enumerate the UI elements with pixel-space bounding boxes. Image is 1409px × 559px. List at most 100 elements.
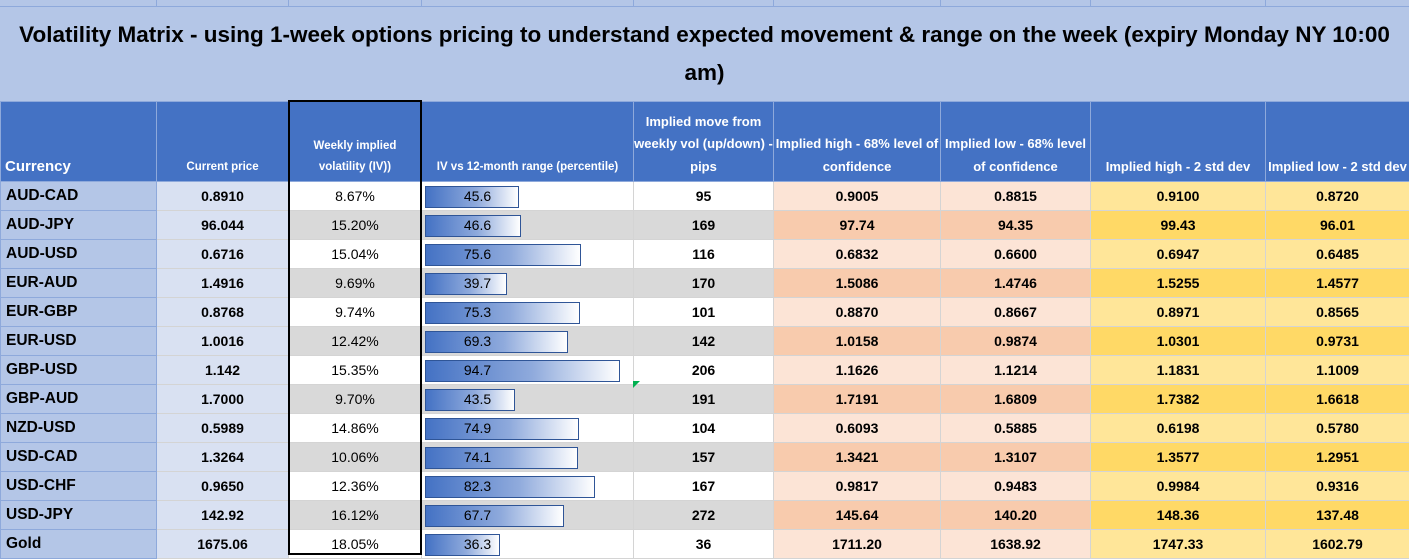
cell-iv-range[interactable]: 46.6 <box>422 211 634 240</box>
cell-implied-low-2sd[interactable]: 1.6618 <box>1266 385 1409 414</box>
cell-currency[interactable]: AUD-JPY <box>1 211 157 240</box>
cell-weekly-iv[interactable]: 10.06% <box>289 443 422 472</box>
cell-implied-high-2sd[interactable]: 0.9100 <box>1091 182 1266 211</box>
cell-implied-low-2sd[interactable]: 1.2951 <box>1266 443 1409 472</box>
cell-implied-low-68[interactable]: 1.6809 <box>941 385 1091 414</box>
cell-currency[interactable]: EUR-GBP <box>1 298 157 327</box>
cell-currency[interactable]: Gold <box>1 530 157 559</box>
cell-implied-low-68[interactable]: 94.35 <box>941 211 1091 240</box>
cell-currency[interactable]: EUR-USD <box>1 327 157 356</box>
cell-iv-range[interactable]: 75.3 <box>422 298 634 327</box>
cell-current-price[interactable]: 1.0016 <box>157 327 289 356</box>
cell-implied-high-2sd[interactable]: 1.1831 <box>1091 356 1266 385</box>
cell-iv-range[interactable]: 74.9 <box>422 414 634 443</box>
cell-implied-high-68[interactable]: 0.6832 <box>774 240 941 269</box>
cell-current-price[interactable]: 1675.06 <box>157 530 289 559</box>
cell-implied-move[interactable]: 142 <box>634 327 774 356</box>
cell-iv-range[interactable]: 94.7 <box>422 356 634 385</box>
cell-implied-high-2sd[interactable]: 0.6947 <box>1091 240 1266 269</box>
cell-implied-high-68[interactable]: 1.5086 <box>774 269 941 298</box>
cell-implied-high-2sd[interactable]: 1.3577 <box>1091 443 1266 472</box>
cell-weekly-iv[interactable]: 15.20% <box>289 211 422 240</box>
cell-implied-low-2sd[interactable]: 0.9316 <box>1266 472 1409 501</box>
cell-current-price[interactable]: 96.044 <box>157 211 289 240</box>
cell-currency[interactable]: USD-CHF <box>1 472 157 501</box>
cell-weekly-iv[interactable]: 14.86% <box>289 414 422 443</box>
cell-implied-low-68[interactable]: 1638.92 <box>941 530 1091 559</box>
cell-implied-move[interactable]: 104 <box>634 414 774 443</box>
cell-currency[interactable]: USD-CAD <box>1 443 157 472</box>
cell-implied-move[interactable]: 157 <box>634 443 774 472</box>
cell-current-price[interactable]: 0.9650 <box>157 472 289 501</box>
cell-implied-move[interactable]: 95 <box>634 182 774 211</box>
cell-iv-range[interactable]: 39.7 <box>422 269 634 298</box>
cell-implied-high-68[interactable]: 145.64 <box>774 501 941 530</box>
cell-implied-high-68[interactable]: 0.8870 <box>774 298 941 327</box>
cell-implied-move[interactable]: 36 <box>634 530 774 559</box>
header-implied-high-68[interactable]: Implied high - 68% level of confidence <box>774 102 941 182</box>
cell-current-price[interactable]: 0.8768 <box>157 298 289 327</box>
cell-implied-low-2sd[interactable]: 0.5780 <box>1266 414 1409 443</box>
cell-implied-low-68[interactable]: 0.8667 <box>941 298 1091 327</box>
header-implied-low-68[interactable]: Implied low - 68% level of confidence <box>941 102 1091 182</box>
cell-currency[interactable]: AUD-CAD <box>1 182 157 211</box>
cell-current-price[interactable]: 0.6716 <box>157 240 289 269</box>
cell-implied-high-68[interactable]: 0.6093 <box>774 414 941 443</box>
cell-implied-low-68[interactable]: 0.9874 <box>941 327 1091 356</box>
cell-implied-move[interactable]: 272 <box>634 501 774 530</box>
cell-currency[interactable]: NZD-USD <box>1 414 157 443</box>
cell-implied-low-2sd[interactable]: 1602.79 <box>1266 530 1409 559</box>
cell-implied-high-68[interactable]: 0.9005 <box>774 182 941 211</box>
cell-weekly-iv[interactable]: 9.70% <box>289 385 422 414</box>
cell-iv-range[interactable]: 82.3 <box>422 472 634 501</box>
cell-implied-high-2sd[interactable]: 0.8971 <box>1091 298 1266 327</box>
cell-implied-high-2sd[interactable]: 0.6198 <box>1091 414 1266 443</box>
cell-implied-low-68[interactable]: 0.6600 <box>941 240 1091 269</box>
cell-implied-high-2sd[interactable]: 0.9984 <box>1091 472 1266 501</box>
cell-implied-low-2sd[interactable]: 137.48 <box>1266 501 1409 530</box>
cell-currency[interactable]: GBP-AUD <box>1 385 157 414</box>
header-implied-high-2sd[interactable]: Implied high - 2 std dev <box>1091 102 1266 182</box>
cell-implied-low-68[interactable]: 0.5885 <box>941 414 1091 443</box>
cell-weekly-iv[interactable]: 12.36% <box>289 472 422 501</box>
cell-implied-move[interactable]: 191 <box>634 385 774 414</box>
cell-currency[interactable]: AUD-USD <box>1 240 157 269</box>
header-current-price[interactable]: Current price <box>157 102 289 182</box>
cell-currency[interactable]: GBP-USD <box>1 356 157 385</box>
cell-implied-low-2sd[interactable]: 0.9731 <box>1266 327 1409 356</box>
cell-implied-low-68[interactable]: 1.4746 <box>941 269 1091 298</box>
cell-implied-high-2sd[interactable]: 1.5255 <box>1091 269 1266 298</box>
cell-implied-low-2sd[interactable]: 1.1009 <box>1266 356 1409 385</box>
cell-current-price[interactable]: 142.92 <box>157 501 289 530</box>
cell-implied-high-2sd[interactable]: 1.0301 <box>1091 327 1266 356</box>
cell-iv-range[interactable]: 69.3 <box>422 327 634 356</box>
cell-weekly-iv[interactable]: 8.67% <box>289 182 422 211</box>
header-iv-range[interactable]: IV vs 12-month range (percentile) <box>422 102 634 182</box>
cell-implied-move[interactable]: 116 <box>634 240 774 269</box>
header-implied-move[interactable]: Implied move from weekly vol (up/down) -… <box>634 102 774 182</box>
cell-iv-range[interactable]: 75.6 <box>422 240 634 269</box>
cell-implied-low-2sd[interactable]: 0.8565 <box>1266 298 1409 327</box>
cell-current-price[interactable]: 1.3264 <box>157 443 289 472</box>
cell-implied-high-68[interactable]: 1.7191 <box>774 385 941 414</box>
cell-implied-low-2sd[interactable]: 96.01 <box>1266 211 1409 240</box>
cell-implied-move[interactable]: 206 <box>634 356 774 385</box>
cell-implied-high-68[interactable]: 1.0158 <box>774 327 941 356</box>
cell-weekly-iv[interactable]: 9.74% <box>289 298 422 327</box>
header-weekly-iv[interactable]: Weekly implied volatility (IV)) <box>289 102 422 182</box>
header-implied-low-2sd[interactable]: Implied low - 2 std dev <box>1266 102 1409 182</box>
cell-implied-move[interactable]: 170 <box>634 269 774 298</box>
cell-iv-range[interactable]: 74.1 <box>422 443 634 472</box>
cell-implied-low-68[interactable]: 0.9483 <box>941 472 1091 501</box>
cell-implied-low-68[interactable]: 140.20 <box>941 501 1091 530</box>
cell-iv-range[interactable]: 43.5 <box>422 385 634 414</box>
cell-implied-high-2sd[interactable]: 99.43 <box>1091 211 1266 240</box>
cell-implied-high-2sd[interactable]: 148.36 <box>1091 501 1266 530</box>
cell-weekly-iv[interactable]: 18.05% <box>289 530 422 559</box>
cell-implied-high-68[interactable]: 1.1626 <box>774 356 941 385</box>
cell-iv-range[interactable]: 45.6 <box>422 182 634 211</box>
cell-implied-low-2sd[interactable]: 1.4577 <box>1266 269 1409 298</box>
cell-weekly-iv[interactable]: 9.69% <box>289 269 422 298</box>
cell-implied-low-68[interactable]: 1.3107 <box>941 443 1091 472</box>
cell-implied-high-68[interactable]: 1711.20 <box>774 530 941 559</box>
